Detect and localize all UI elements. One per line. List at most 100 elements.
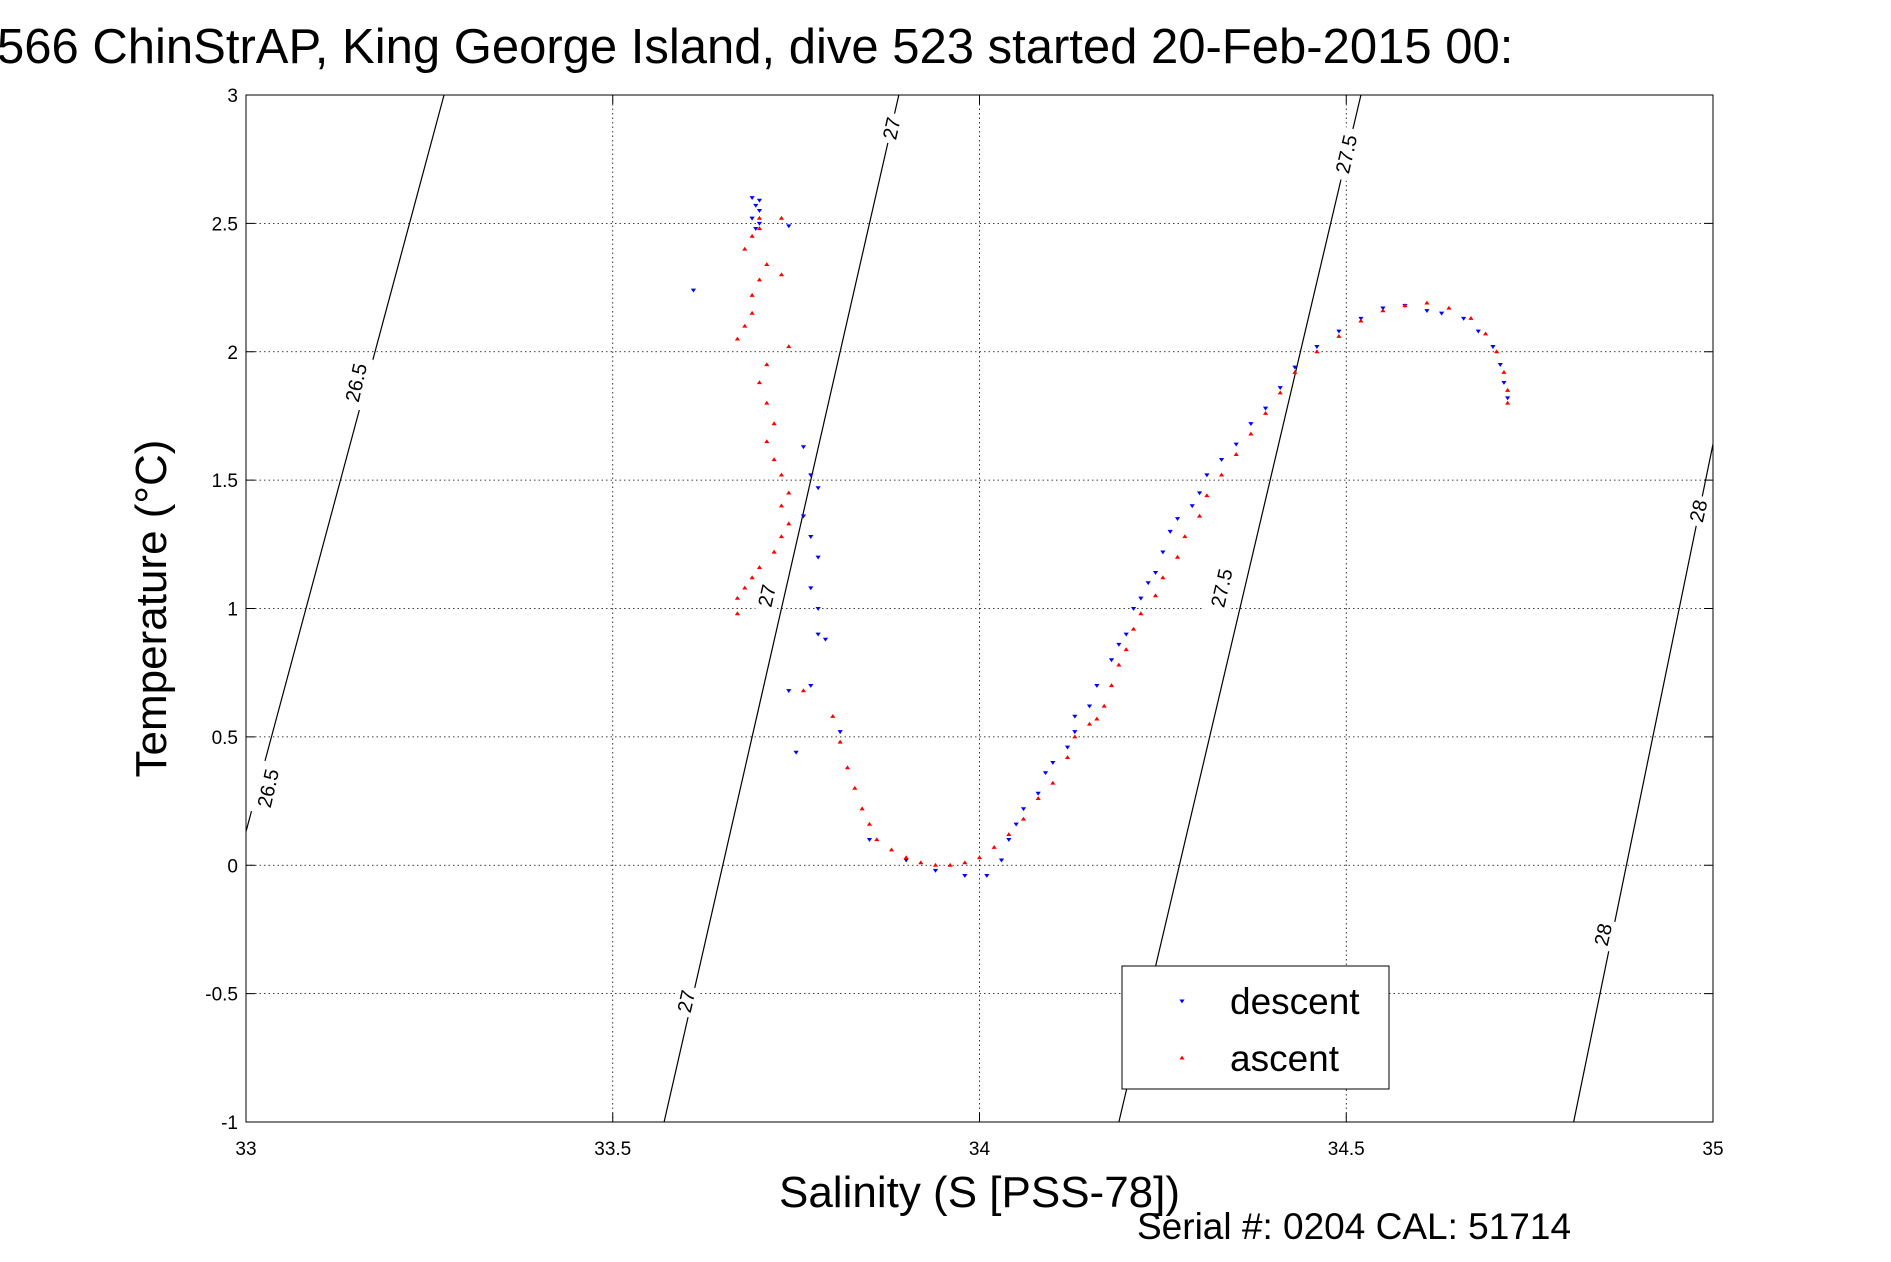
point-ascent: [1152, 593, 1159, 598]
point-ascent: [1101, 703, 1107, 708]
isopycnal-label: 28: [1686, 498, 1712, 525]
point-descent: [1461, 316, 1467, 321]
point-ascent: [976, 855, 983, 860]
point-ascent: [1424, 300, 1430, 305]
isopycnal-label: 27: [674, 988, 700, 1015]
point-descent: [984, 873, 990, 878]
point-ascent: [1262, 411, 1269, 415]
isopycnal-label-group: 27.5: [1204, 559, 1240, 616]
isopycnal-label-group: 27: [751, 578, 782, 613]
data-points: [690, 196, 1511, 878]
point-descent: [1424, 309, 1430, 314]
x-axis-label: Salinity (S [PSS-78]): [779, 1168, 1180, 1217]
point-ascent: [1108, 683, 1115, 688]
point-descent: [749, 196, 755, 201]
point-ascent: [837, 739, 843, 744]
point-descent: [1204, 473, 1210, 478]
point-descent: [998, 858, 1005, 863]
point-ascent: [1277, 390, 1283, 395]
point-descent: [815, 632, 821, 637]
point-ascent: [888, 847, 895, 852]
point-descent: [932, 868, 939, 873]
grid-lines: [245, 94, 1714, 1123]
point-ascent: [734, 611, 741, 616]
point-ascent: [778, 534, 785, 539]
point-descent: [837, 730, 843, 735]
isopycnal-label: 27: [879, 115, 905, 142]
y-tick-label: 0: [227, 856, 238, 877]
point-ascent: [1204, 493, 1210, 498]
point-ascent: [1358, 318, 1364, 323]
point-ascent: [1196, 513, 1203, 518]
isopycnal-label-bg: [671, 984, 702, 1019]
point-ascent: [918, 860, 924, 865]
point-descent: [808, 586, 814, 591]
point-ascent: [749, 233, 755, 238]
point-descent: [1116, 642, 1122, 647]
isopycnal-lines: 26.5 26.5 27 27 27 27.5 27.5 28 28: [246, 95, 1714, 1122]
point-ascent: [947, 862, 953, 867]
point-descent: [1152, 570, 1159, 575]
point-ascent: [786, 344, 792, 349]
legend-label-ascent: ascent: [1230, 1038, 1340, 1079]
point-ascent: [991, 844, 997, 849]
point-ascent: [1094, 716, 1100, 721]
point-ascent: [764, 262, 770, 267]
point-descent: [1094, 683, 1100, 688]
point-ascent: [771, 549, 777, 554]
point-ascent: [1446, 305, 1452, 310]
point-descent: [1108, 658, 1115, 663]
y-tick-label: 2: [227, 343, 238, 364]
point-ascent: [859, 806, 865, 811]
point-ascent: [1123, 647, 1129, 652]
point-ascent: [1494, 349, 1500, 354]
legend-marker-descent: [1179, 999, 1185, 1004]
point-ascent: [1130, 626, 1137, 631]
point-ascent: [742, 323, 748, 328]
y-tick-label: -0.5: [205, 985, 238, 1006]
point-ascent: [1314, 349, 1320, 354]
point-descent: [1196, 491, 1203, 496]
point-ascent: [1035, 796, 1041, 801]
point-ascent: [764, 400, 770, 405]
point-ascent: [771, 421, 777, 426]
point-ascent: [1501, 369, 1507, 374]
y-tick-label: 1.5: [212, 471, 238, 492]
isopycnal-label-group: 27: [876, 111, 907, 146]
point-ascent: [1402, 303, 1408, 308]
point-descent: [753, 203, 759, 208]
point-ascent: [1468, 316, 1474, 320]
point-descent: [1042, 771, 1049, 776]
isopycnal-line-27-5: [1118, 95, 1362, 1122]
point-descent: [1501, 381, 1507, 385]
point-descent: [1006, 838, 1012, 842]
point-descent: [1145, 581, 1151, 586]
isopycnal-line-27: [663, 95, 900, 1122]
point-ascent: [1505, 400, 1511, 405]
point-ascent: [866, 821, 873, 826]
point-descent: [1233, 442, 1239, 447]
point-ascent: [1050, 780, 1056, 785]
point-ascent: [749, 575, 755, 580]
isopycnal-label-bg: [876, 111, 907, 146]
point-ascent: [932, 862, 939, 867]
point-ascent: [749, 292, 755, 297]
point-descent: [1086, 704, 1093, 709]
isopycnal-label: 26.5: [254, 767, 284, 810]
isopycnal-label: 27: [755, 583, 781, 610]
point-ascent: [734, 595, 741, 600]
point-ascent: [1505, 387, 1511, 392]
point-ascent: [771, 457, 777, 462]
point-descent: [808, 683, 814, 688]
point-descent: [753, 226, 759, 231]
point-descent: [866, 838, 873, 842]
point-ascent: [1336, 334, 1342, 338]
point-ascent: [1160, 575, 1166, 580]
point-descent: [793, 750, 799, 755]
point-ascent: [1292, 369, 1298, 374]
y-tick-label: 0.5: [212, 728, 238, 749]
point-ascent: [844, 765, 851, 770]
y-tick-label: 3: [227, 86, 238, 107]
isopycnal-label: 26.5: [342, 361, 372, 404]
